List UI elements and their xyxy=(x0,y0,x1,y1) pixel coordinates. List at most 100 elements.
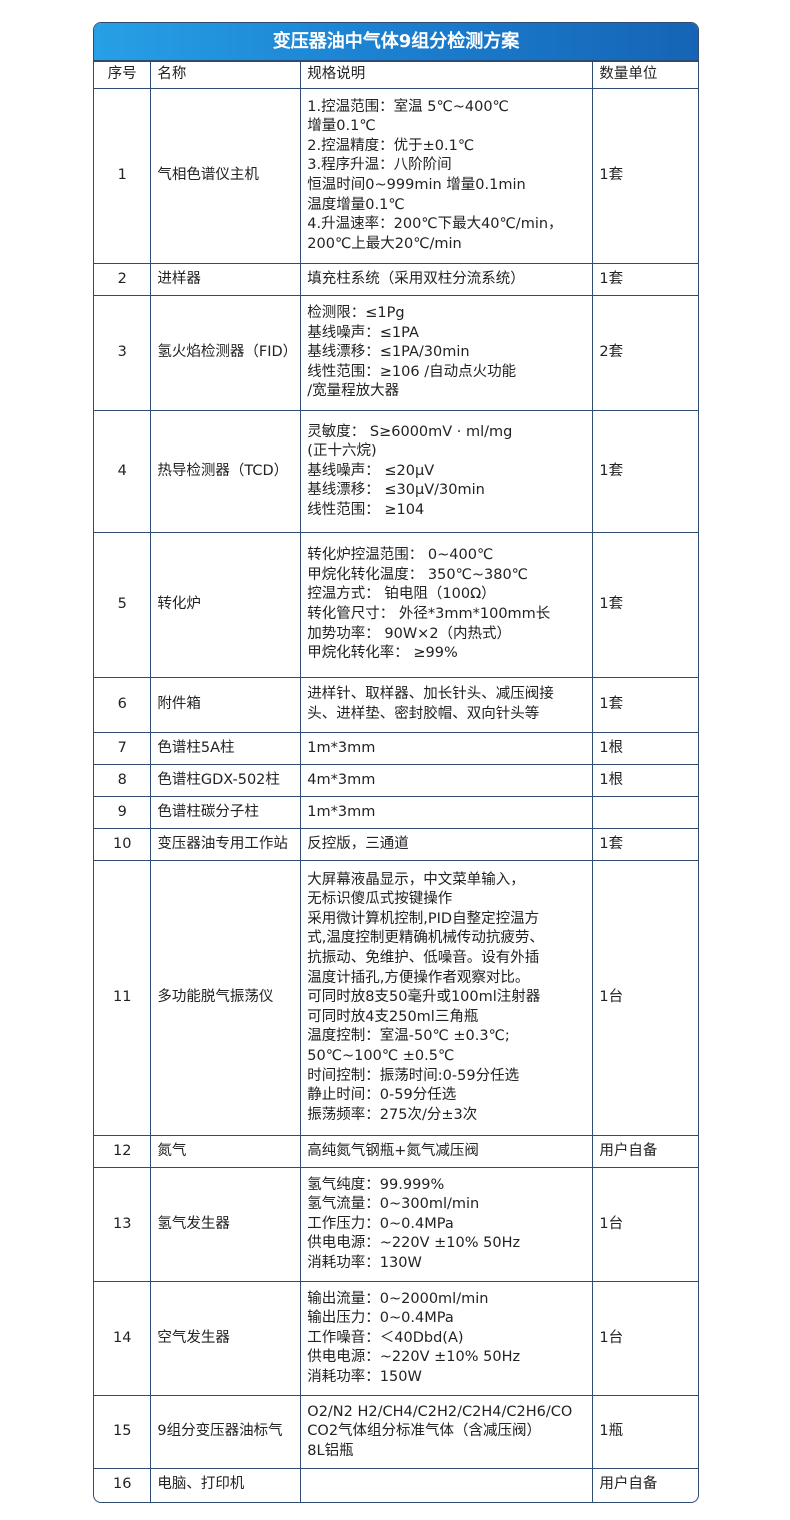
row-number: 13 xyxy=(94,1167,152,1282)
spec-line: 头、进样垫、密封胶帽、双向针头等 xyxy=(307,706,540,722)
item-spec: 输出流量：0~2000ml/min 输出压力：0~0.4MPa 工作噪音：＜40Db… xyxy=(300,1281,594,1396)
item-name: 氮气 xyxy=(150,1135,302,1168)
item-quantity: 用户自备 xyxy=(592,1468,698,1502)
spec-line: 甲烷化转化率： ≥99% xyxy=(307,645,458,662)
item-quantity: 1套 xyxy=(592,828,698,861)
spec-line: 氢气纯度：99.999% xyxy=(307,1176,445,1193)
spec-line: 无标识傻瓜式按键操作 xyxy=(307,891,453,908)
item-name: 进样器 xyxy=(150,263,302,296)
spec-line: 温度计插孔,方便操作者观察对比。 xyxy=(307,969,530,986)
spec-line: 进样针、取样器、加长针头、减压阀接 xyxy=(307,686,554,703)
spec-line: 检测限：≤1Pg xyxy=(307,305,405,322)
table-row: 15 9组分变压器油标气 O2/N2 H2/CH4/C2H2/C2H4/C2H6/C… xyxy=(94,1395,698,1469)
spec-line: 50℃~100℃ ±0.5℃ xyxy=(307,1047,455,1064)
spec-line: 200℃上最大20℃/min xyxy=(307,235,462,252)
row-number: 15 xyxy=(94,1395,152,1469)
item-name: 9组分变压器油标气 xyxy=(150,1395,302,1469)
item-name: 热导检测器（TCD） xyxy=(150,410,302,533)
item-quantity: 1套 xyxy=(592,410,698,533)
spec-line: 温度控制：室温-50℃ ±0.3℃; xyxy=(307,1028,510,1045)
table-row: 14 空气发生器 输出流量：0~2000ml/min 输出压力：0~0.4MPa 工作噪… xyxy=(94,1281,698,1396)
row-number: 9 xyxy=(94,796,152,829)
spec-line: 1m*3mm xyxy=(307,803,376,820)
item-quantity: 1套 xyxy=(592,263,698,296)
item-spec: O2/N2 H2/CH4/C2H2/C2H4/C2H6/CO CO2气体组分标准气… xyxy=(300,1395,594,1469)
spec-line: 8L铝瓶 xyxy=(307,1442,354,1459)
item-spec: 填充柱系统（采用双柱分流系统） xyxy=(300,263,594,296)
header-no: 序号 xyxy=(94,61,152,89)
spec-line: 增量0.1℃ xyxy=(307,118,376,135)
spec-line: 静止时间：0-59分任选 xyxy=(307,1087,457,1104)
spec-line: 抗振动、免维护、低噪音。设有外插 xyxy=(307,950,540,967)
spec-line: CO2气体组分标准气体（含减压阀） xyxy=(307,1423,542,1440)
item-spec: 高纯氮气钢瓶+氮气减压阀 xyxy=(300,1135,594,1168)
item-quantity: 1根 xyxy=(592,732,698,765)
table-row: 16 电脑、打印机 用户自备 xyxy=(94,1468,698,1502)
item-name: 色谱柱GDX-502柱 xyxy=(150,764,302,797)
spec-line: 填充柱系统（采用双柱分流系统） xyxy=(307,270,525,287)
spec-line: 1.控温范围：室温 5℃~400℃ xyxy=(307,98,509,115)
item-spec: 4m*3mm xyxy=(300,764,594,797)
spec-line: 1m*3mm xyxy=(307,739,376,756)
spec-line: 基线漂移：≤1PA/30min xyxy=(307,344,470,361)
spec-line: 反控版，三通道 xyxy=(307,835,409,852)
item-name: 电脑、打印机 xyxy=(150,1468,302,1502)
header-name: 名称 xyxy=(150,61,302,89)
spec-line: O2/N2 H2/CH4/C2H2/C2H4/C2H6/CO xyxy=(307,1403,573,1420)
spec-line: 工作噪音：＜40Dbd(A) xyxy=(307,1329,464,1346)
spec-line: 线性范围： ≥104 xyxy=(307,501,425,518)
spec-line: 基线噪声：≤1PA xyxy=(307,324,419,341)
header-row: 序号 名称 规格说明 数量单位 xyxy=(94,61,698,89)
item-spec: 进样针、取样器、加长针头、减压阀接 头、进样垫、密封胶帽、双向针头等 xyxy=(300,677,594,733)
item-spec: 反控版，三通道 xyxy=(300,828,594,861)
spec-line: 消耗功率：130W xyxy=(307,1254,422,1271)
table-row: 7 色谱柱5A柱 1m*3mm 1根 xyxy=(94,732,698,765)
spec-line: 加势功率： 90W×2（内热式） xyxy=(307,625,512,642)
item-spec: 检测限：≤1Pg 基线噪声：≤1PA 基线漂移：≤1PA/30min 线性范围：≥10… xyxy=(300,295,594,411)
item-name: 空气发生器 xyxy=(150,1281,302,1396)
spec-line: 甲烷化转化温度： 350℃~380℃ xyxy=(307,566,528,583)
item-quantity: 1台 xyxy=(592,1281,698,1396)
spec-line: 灵敏度： S≥6000mV · ml/mg xyxy=(307,423,513,440)
item-quantity: 用户自备 xyxy=(592,1135,698,1168)
spec-line: 输出压力：0~0.4MPa xyxy=(307,1310,454,1327)
item-quantity: 1套 xyxy=(592,88,698,264)
item-name: 氢气发生器 xyxy=(150,1167,302,1282)
item-name: 氢火焰检测器（FID） xyxy=(150,295,302,411)
row-number: 14 xyxy=(94,1281,152,1396)
spec-line: (正十六烷) xyxy=(307,443,377,460)
spec-line: 时间控制：振荡时间:0-59分任选 xyxy=(307,1067,520,1084)
item-spec: 转化炉控温范围： 0~400℃ 甲烷化转化温度： 350℃~380℃ 控温方式： 铂… xyxy=(300,532,594,678)
spec-line: 式,温度控制更精确机械传动抗疲劳、 xyxy=(307,930,544,947)
table-row: 1 气相色谱仪主机 1.控温范围：室温 5℃~400℃ 增量0.1℃ 2.控温精度：优于… xyxy=(94,88,698,264)
header-spec: 规格说明 xyxy=(300,61,594,89)
table-row: 4 热导检测器（TCD） 灵敏度： S≥6000mV · ml/mg (正十六烷) 基线… xyxy=(94,410,698,533)
table-row: 3 氢火焰检测器（FID） 检测限：≤1Pg 基线噪声：≤1PA 基线漂移：≤1PA/3… xyxy=(94,295,698,411)
row-number: 11 xyxy=(94,860,152,1136)
item-quantity: 1台 xyxy=(592,1167,698,1282)
spec-line: 氢气流量：0~300ml/min xyxy=(307,1196,480,1213)
item-quantity xyxy=(592,796,698,829)
spec-line: 2.控温精度：优于±0.1℃ xyxy=(307,137,475,154)
spec-line: 输出流量：0~2000ml/min xyxy=(307,1290,489,1307)
row-number: 4 xyxy=(94,410,152,533)
spec-line: 4m*3mm xyxy=(307,771,376,788)
header-qty: 数量单位 xyxy=(592,61,698,89)
row-number: 7 xyxy=(94,732,152,765)
spec-line: 转化管尺寸： 外径*3mm*100mm长 xyxy=(307,606,551,622)
row-number: 3 xyxy=(94,295,152,411)
table-row: 5 转化炉 转化炉控温范围： 0~400℃ 甲烷化转化温度： 350℃~380℃ 控温方… xyxy=(94,532,698,678)
row-number: 16 xyxy=(94,1468,152,1502)
table-row: 8 色谱柱GDX-502柱 4m*3mm 1根 xyxy=(94,764,698,797)
item-name: 色谱柱5A柱 xyxy=(150,732,302,765)
item-name: 多功能脱气振荡仪 xyxy=(150,860,302,1136)
table-row: 13 氢气发生器 氢气纯度：99.999% 氢气流量：0~300ml/min 工作压力：… xyxy=(94,1167,698,1282)
item-quantity: 1套 xyxy=(592,677,698,733)
spec-line: 基线漂移： ≤30μV/30min xyxy=(307,482,485,499)
equipment-table: 变压器油中气体9组分检测方案 序号 名称 规格说明 数量单位 1 气相色谱仪主机 1… xyxy=(93,22,699,1503)
item-name: 附件箱 xyxy=(150,677,302,733)
spec-line: 基线噪声： ≤20μV xyxy=(307,462,435,479)
row-number: 2 xyxy=(94,263,152,296)
item-name: 气相色谱仪主机 xyxy=(150,88,302,264)
item-spec xyxy=(300,1468,594,1502)
